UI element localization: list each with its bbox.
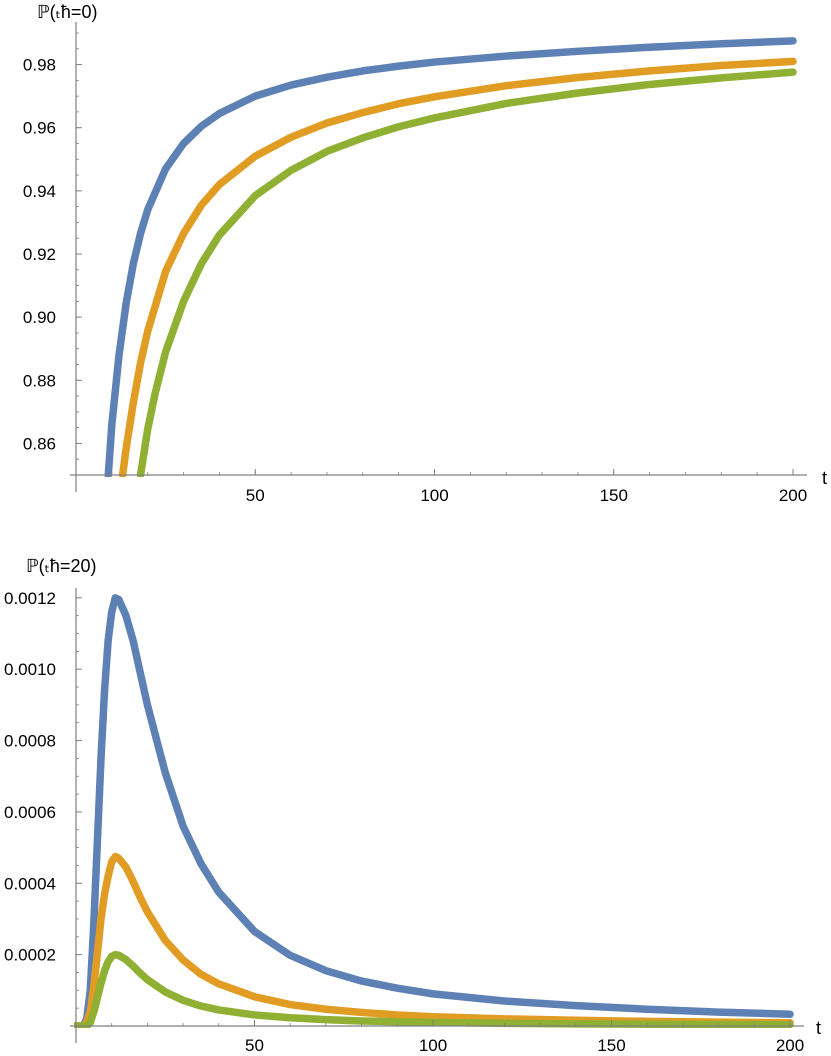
top-chart-y-tick-label: 0.96 [23, 119, 56, 138]
bottom-chart-x-tick-label: 200 [776, 1036, 804, 1055]
bottom-chart-series-2-line [74, 852, 794, 1028]
top-chart-x-tick-label: 50 [246, 486, 265, 505]
bottom-chart-x-axis-title: t [816, 1018, 821, 1038]
bottom-chart-y-axis-title: ℙ(ₜħ=20) [26, 556, 96, 576]
bottom-chart-x-tick-label: 50 [245, 1036, 264, 1055]
bottom-chart-y-tick-label: 0.0004 [4, 874, 56, 893]
top-chart-y-tick-label: 0.98 [23, 56, 56, 75]
top-chart-series-2-line [118, 57, 797, 477]
top-chart-y-axis-title: ℙ(ₜħ=0) [37, 2, 97, 22]
bottom-chart-series-1-line [74, 594, 794, 1028]
bottom-chart: ℙ(ₜħ=20) t 0.0002 0.0004 0.0006 0.0008 0.001… [4, 556, 821, 1055]
bottom-chart-y-tick-label: 0.0010 [4, 660, 56, 679]
top-chart-y-tick-label: 0.86 [23, 434, 56, 453]
bottom-chart-y-tick-label: 0.0008 [4, 732, 56, 751]
top-chart-y-tick-label: 0.90 [23, 308, 56, 327]
top-chart-x-axis-title: t [822, 468, 827, 488]
top-chart-y-tick-label: 0.92 [23, 245, 56, 264]
bottom-chart-y-tick-label: 0.0006 [4, 803, 56, 822]
bottom-chart-series-3-line [74, 950, 794, 1028]
bottom-chart-y-tick-label: 0.0002 [4, 946, 56, 965]
bottom-chart-x-tick-label: 100 [419, 1036, 447, 1055]
top-chart-x-tick-label: 150 [600, 486, 628, 505]
top-chart-y-tick-label: 0.94 [23, 182, 56, 201]
bottom-chart-x-tick-label: 150 [597, 1036, 625, 1055]
top-chart-y-tick-label: 0.88 [23, 371, 56, 390]
bottom-chart-y-tick-label: 0.0012 [4, 589, 56, 608]
top-chart-series-1-line [104, 37, 797, 477]
top-chart-x-tick-label: 200 [779, 486, 807, 505]
top-chart: ℙ(ₜħ=0) t 0.86 0.88 0.90 0.92 0.94 0.96 0.98 50… [23, 2, 827, 505]
top-chart-series-3-line [136, 68, 797, 477]
top-chart-x-tick-label: 100 [420, 486, 448, 505]
